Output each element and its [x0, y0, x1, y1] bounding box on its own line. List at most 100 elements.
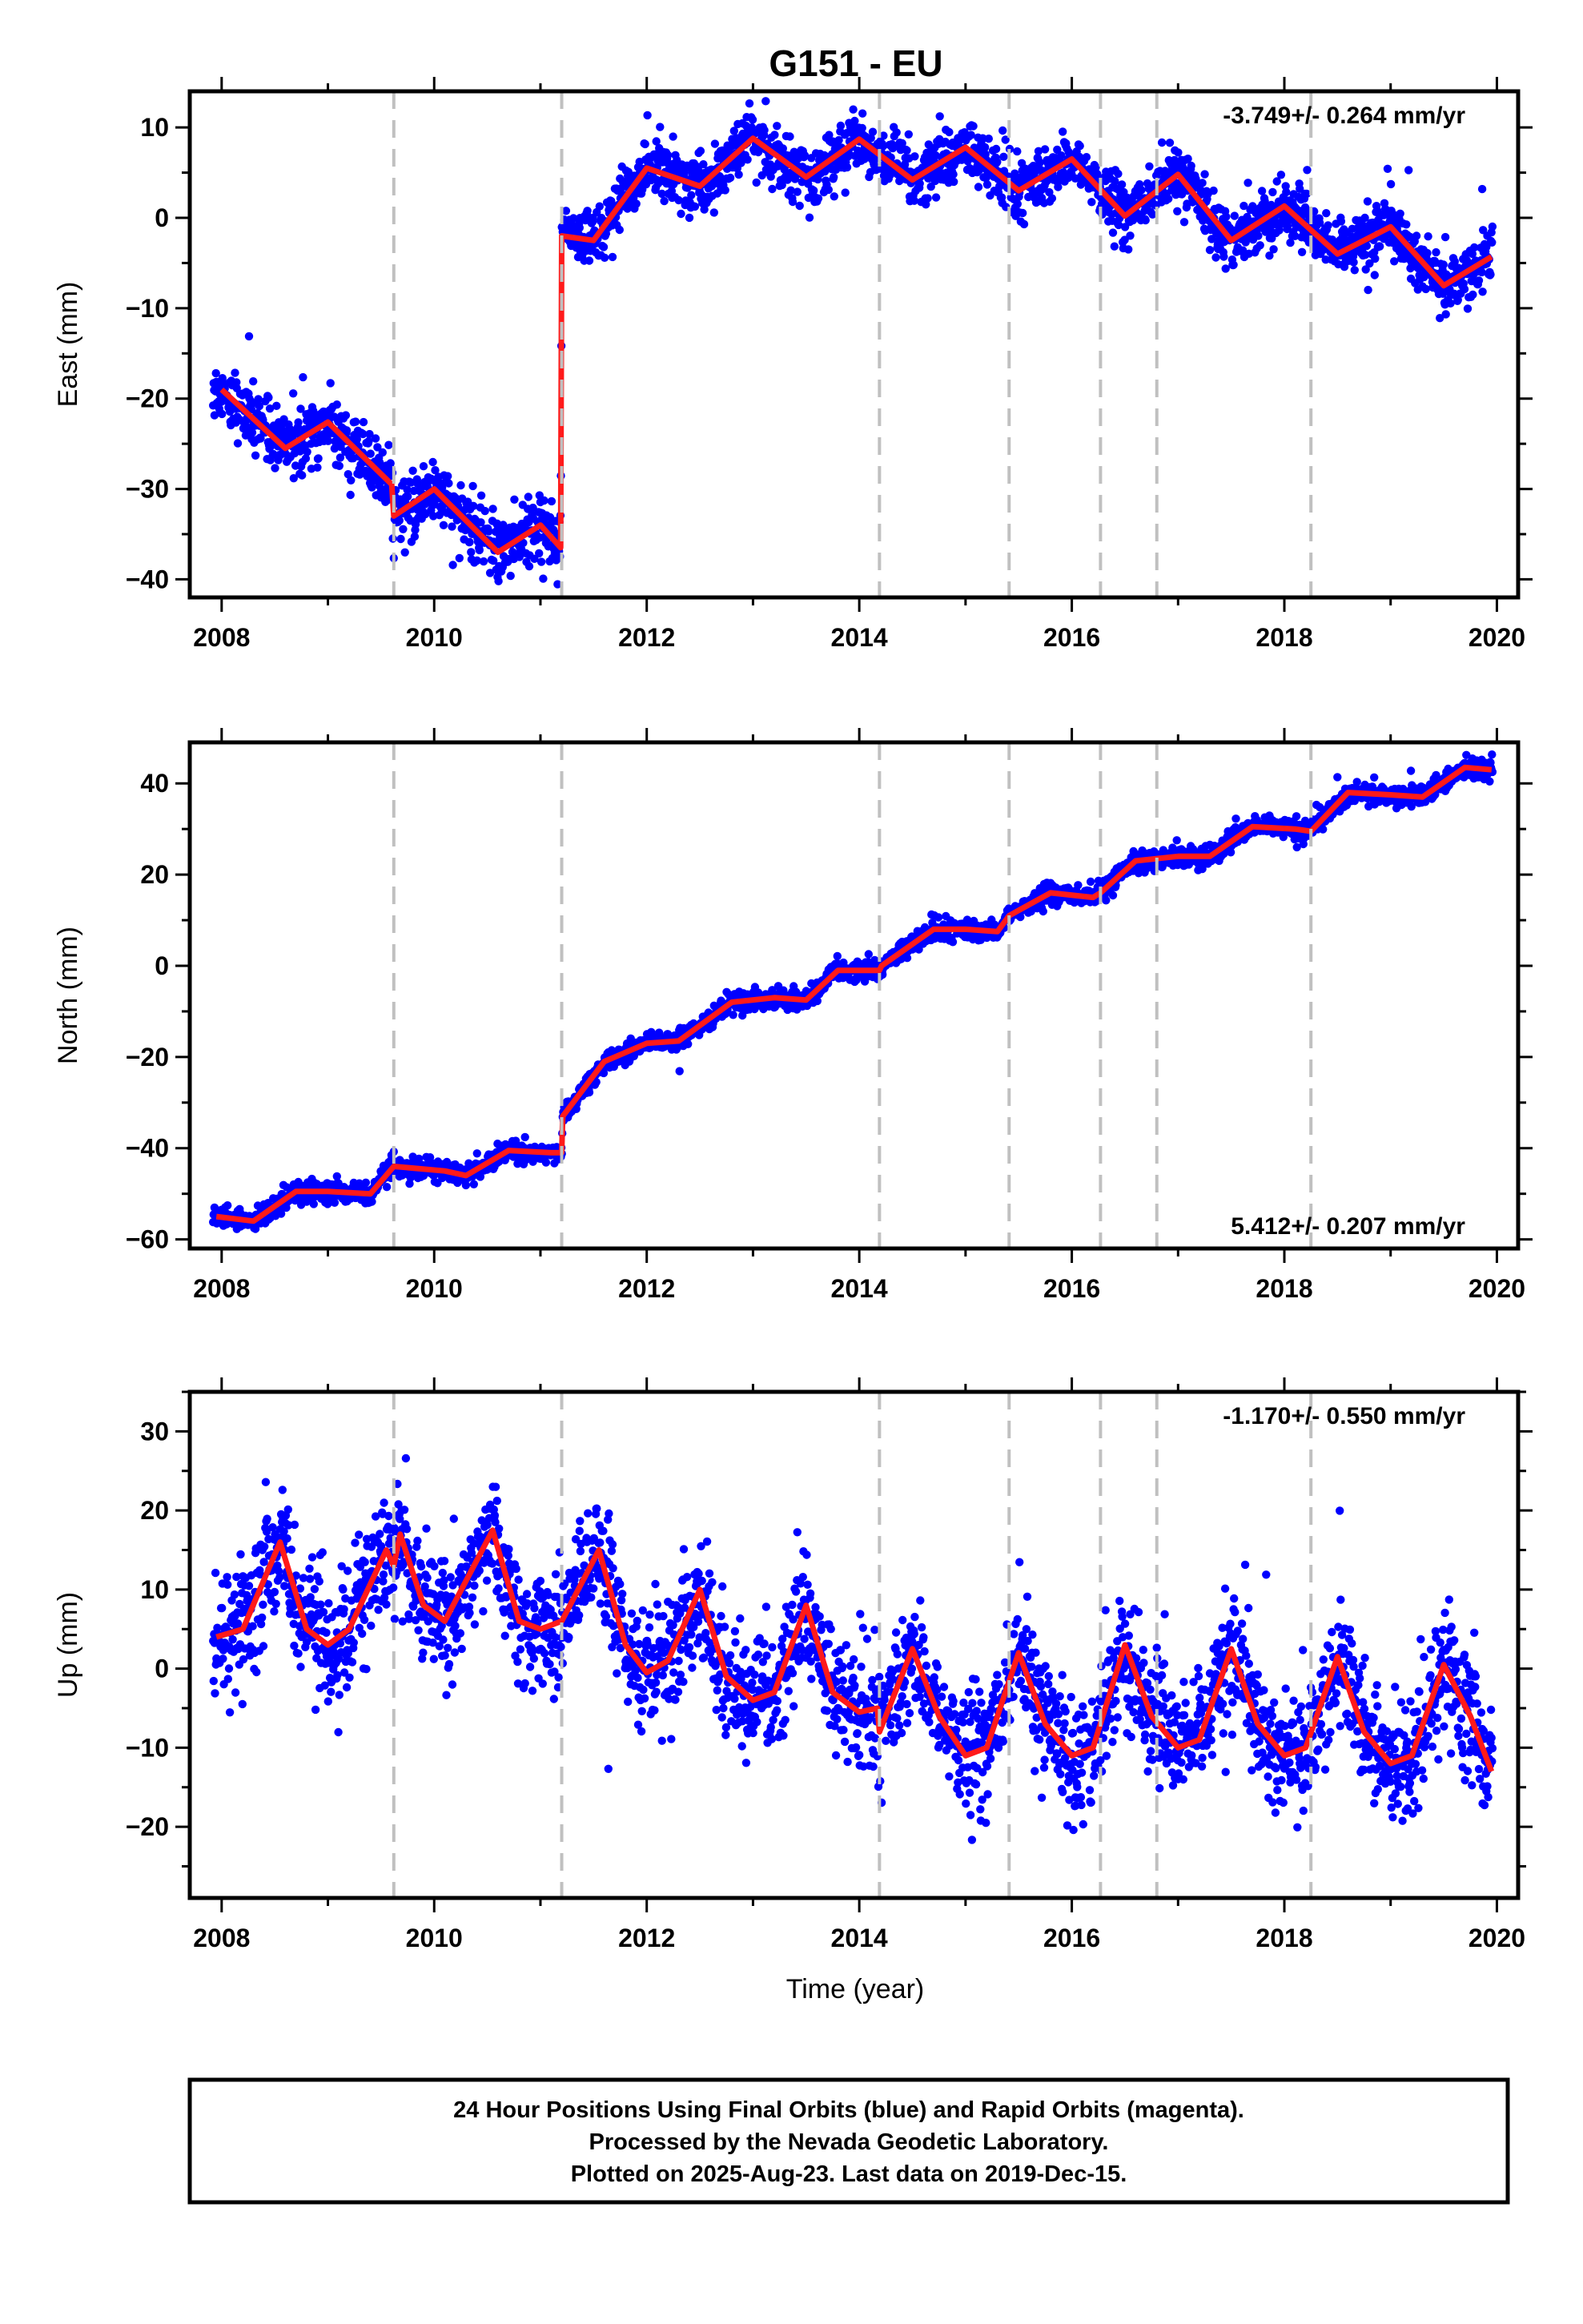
data-point [641, 139, 649, 149]
data-point [1412, 231, 1421, 240]
data-point [472, 1149, 481, 1158]
data-point [709, 208, 718, 217]
y-tick-label: −40 [126, 565, 169, 593]
data-point [1324, 221, 1332, 230]
data-point [241, 431, 251, 440]
data-point [524, 493, 532, 501]
data-point [365, 429, 374, 439]
data-point [530, 554, 539, 563]
north-panel: 2008 2010 2012 2014 2016 2018 202040200−20−40−… [53, 728, 1533, 1303]
data-point [1243, 179, 1252, 187]
data-point [632, 199, 641, 208]
data-point [1383, 164, 1392, 173]
data-point [561, 207, 571, 215]
data-point [378, 448, 387, 457]
x-tick-label: 2020 [1468, 623, 1525, 652]
data-point [825, 131, 834, 139]
data-point [1322, 209, 1331, 218]
data-point [779, 986, 788, 995]
data-point [810, 186, 818, 195]
data-point [841, 188, 850, 197]
data-point [399, 525, 408, 533]
data-point [1272, 177, 1281, 186]
data-point [980, 143, 990, 152]
data-point [488, 505, 497, 513]
model-line [219, 135, 1493, 556]
data-point [595, 202, 604, 211]
data-point [667, 187, 677, 195]
data-point [1082, 153, 1091, 162]
data-point [793, 187, 802, 196]
data-point [945, 127, 954, 137]
data-point [276, 1209, 286, 1218]
data-point [674, 195, 683, 205]
data-point [696, 147, 705, 155]
data-point [247, 428, 257, 437]
data-point [1488, 222, 1497, 231]
data-point [601, 229, 611, 238]
data-point [1239, 246, 1248, 255]
data-point [657, 189, 666, 199]
data-point [506, 571, 515, 581]
data-point [813, 996, 822, 1006]
data-point [1034, 147, 1043, 155]
data-point [1126, 231, 1135, 240]
data-point [687, 191, 696, 199]
data-point [800, 151, 810, 160]
data-point [1336, 217, 1346, 226]
data-point [489, 557, 498, 565]
data-point [299, 372, 307, 382]
data-point [1183, 155, 1192, 163]
data-point [675, 1067, 684, 1076]
data-point [1424, 232, 1432, 241]
data-point [680, 167, 689, 176]
data-point [1463, 304, 1473, 313]
data-point [1200, 170, 1209, 179]
east-axes: 2008 2010 2012 2014 2016 2018 2020100−10−20−30… [126, 77, 1533, 652]
data-point [1086, 877, 1095, 887]
data-point [725, 173, 735, 183]
data-point [468, 481, 477, 491]
data-point [583, 207, 592, 215]
data-point [1229, 260, 1238, 269]
data-point [1291, 231, 1300, 240]
data-point [1488, 238, 1497, 247]
data-point [1187, 161, 1195, 171]
data-point [484, 527, 493, 536]
data-point [1439, 260, 1448, 269]
data-point [685, 213, 694, 223]
data-point [1108, 891, 1118, 900]
data-point [1478, 287, 1487, 296]
data-point [984, 135, 994, 143]
data-point [1365, 259, 1374, 268]
data-point [1057, 151, 1066, 160]
data-point [444, 472, 452, 480]
data-point [1110, 242, 1119, 251]
data-point [949, 170, 958, 179]
data-point [218, 409, 227, 419]
data-point [1141, 215, 1150, 225]
data-point [1460, 284, 1469, 294]
data-point [934, 913, 943, 922]
data-point [1256, 241, 1264, 250]
north-data-points [209, 750, 1497, 1233]
data-point [376, 458, 384, 467]
data-point [1148, 210, 1157, 219]
data-point [1376, 242, 1384, 251]
data-point [448, 522, 456, 531]
data-point [1145, 162, 1154, 171]
data-point [1370, 271, 1380, 279]
data-point [1390, 257, 1399, 266]
data-point [469, 501, 478, 510]
data-point [1302, 189, 1312, 199]
data-point [330, 1198, 340, 1208]
data-point [1219, 252, 1228, 261]
data-point [770, 131, 779, 139]
data-point [289, 474, 298, 483]
data-point [729, 1011, 737, 1019]
data-point [910, 196, 919, 205]
data-point [536, 557, 546, 566]
data-point [585, 256, 594, 265]
data-point [1111, 177, 1119, 186]
data-point [475, 545, 484, 555]
